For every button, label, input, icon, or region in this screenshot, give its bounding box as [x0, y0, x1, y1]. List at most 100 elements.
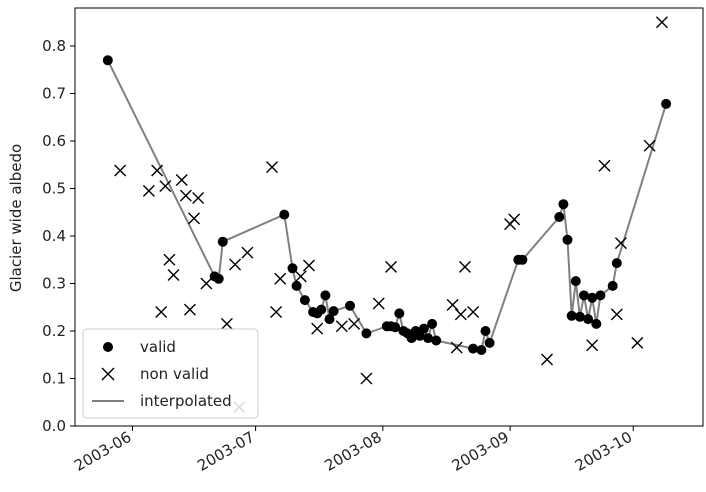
valid-point	[345, 300, 355, 311]
nonvalid-point	[192, 192, 205, 204]
nonvalid-point	[302, 259, 315, 272]
valid-point	[583, 314, 594, 325]
nonvalid-point	[229, 258, 242, 271]
nonvalid-point	[159, 180, 172, 193]
y-tick-label: 0.2	[42, 322, 66, 340]
nonvalid-point-stroke	[450, 341, 463, 354]
y-tick-label: 0.3	[42, 275, 66, 293]
nonvalid-point	[467, 306, 480, 318]
nonvalid-point	[167, 268, 180, 281]
y-tick-label: 0.7	[42, 85, 66, 103]
valid-point	[394, 308, 405, 319]
nonvalid-point-stroke	[266, 161, 279, 174]
nonvalid-point-stroke	[335, 320, 348, 333]
valid-point	[324, 314, 335, 325]
valid-point	[418, 323, 429, 334]
nonvalid-point-stroke	[188, 212, 201, 225]
nonvalid-point-stroke	[114, 164, 127, 177]
nonvalid-point	[311, 322, 324, 335]
nonvalid-point-stroke	[311, 322, 324, 335]
nonvalid-point	[335, 320, 348, 333]
legend-interpolated-label: interpolated	[140, 392, 232, 410]
nonvalid-point	[360, 372, 373, 385]
legend: valid non valid interpolated	[82, 328, 259, 419]
valid-point	[579, 290, 589, 301]
valid-point	[328, 306, 339, 317]
nonvalid-point-stroke	[159, 180, 172, 193]
nonvalid-point	[631, 336, 644, 349]
plot-area	[102, 16, 672, 413]
nonvalid-point-stroke	[167, 268, 180, 281]
nonvalid-point-stroke	[541, 353, 554, 366]
nonvalid-point	[241, 246, 254, 259]
nonvalid-point-stroke	[151, 164, 164, 177]
nonvalid-point	[614, 237, 627, 250]
plot-frame	[74, 7, 704, 427]
nonvalid-point-stroke	[454, 308, 467, 321]
nonvalid-point	[372, 297, 385, 310]
legend-nonvalid-label: non valid	[140, 365, 209, 383]
nonvalid-point-stroke	[270, 306, 283, 318]
y-tick-label: 0.8	[42, 37, 66, 55]
nonvalid-point-stroke	[183, 303, 196, 316]
nonvalid-point-stroke	[467, 306, 480, 318]
nonvalid-point	[188, 212, 201, 225]
legend-valid-label: valid	[140, 338, 176, 356]
nonvalid-point-stroke	[179, 189, 192, 202]
nonvalid-point-stroke	[655, 16, 668, 29]
valid-point	[468, 343, 479, 354]
nonvalid-point	[151, 164, 164, 177]
nonvalid-point-stroke	[610, 308, 623, 321]
valid-point	[591, 318, 602, 329]
valid-point	[607, 280, 618, 291]
legend-valid-marker	[103, 342, 113, 352]
valid-point	[431, 335, 442, 346]
valid-point	[517, 254, 528, 265]
nonvalid-point	[155, 306, 168, 318]
nonvalid-point	[348, 317, 361, 330]
nonvalid-point	[179, 189, 192, 202]
y-tick-label: 0.6	[42, 132, 66, 150]
legend-nonvalid-marker	[101, 367, 115, 381]
valid-point	[554, 212, 565, 222]
y-tick-label: 0.0	[42, 417, 66, 435]
valid-point	[484, 337, 495, 348]
valid-point	[661, 98, 672, 109]
valid-point	[423, 333, 433, 344]
valid-point	[570, 276, 581, 287]
valid-point	[287, 263, 298, 274]
nonvalid-point-stroke	[175, 173, 188, 186]
valid-point	[587, 292, 598, 303]
nonvalid-point	[446, 298, 459, 311]
y-tick-label: 0.1	[42, 370, 66, 388]
valid-point	[316, 304, 327, 315]
nonvalid-point	[655, 16, 668, 29]
nonvalid-point	[458, 260, 471, 273]
valid-point	[217, 236, 228, 247]
nonvalid-point-stroke	[446, 298, 459, 311]
nonvalid-point-stroke	[294, 270, 307, 283]
valid-point	[320, 290, 331, 301]
nonvalid-point	[274, 272, 287, 285]
nonvalid-point-stroke	[643, 139, 656, 152]
valid-point	[390, 322, 401, 333]
nonvalid-point	[183, 303, 196, 316]
valid-point	[476, 345, 487, 355]
nonvalid-point-stroke	[163, 253, 176, 266]
valid-point	[611, 258, 622, 269]
nonvalid-point-stroke	[192, 192, 205, 204]
nonvalid-point-stroke	[241, 246, 254, 259]
nonvalid-point	[643, 139, 656, 152]
valid-point	[279, 209, 290, 220]
nonvalid-point	[450, 341, 463, 354]
y-tick-label: 0.4	[42, 227, 66, 245]
valid-point	[574, 311, 585, 322]
nonvalid-point	[163, 253, 176, 266]
nonvalid-point	[610, 308, 623, 321]
nonvalid-point-stroke	[220, 317, 233, 330]
nonvalid-point-stroke	[302, 259, 315, 272]
nonvalid-point	[114, 164, 127, 177]
legend-box	[82, 328, 259, 419]
valid-point	[427, 318, 438, 329]
